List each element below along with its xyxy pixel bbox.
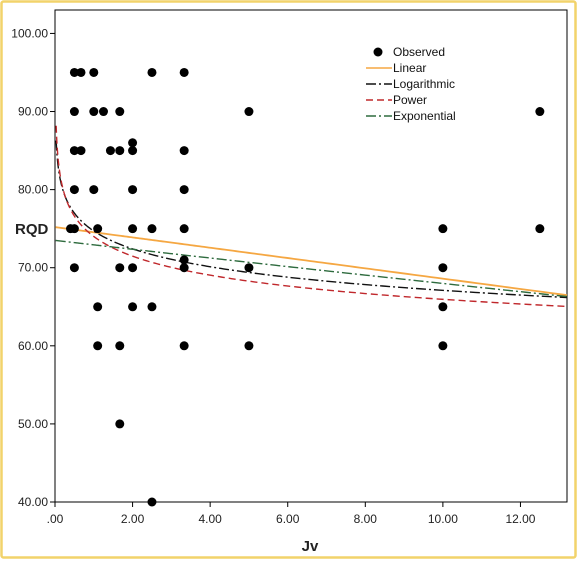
observed-point [179, 146, 189, 156]
x-axis-title: Jv [302, 538, 319, 555]
observed-point [244, 263, 254, 273]
observed-point [128, 138, 138, 148]
observed-point [69, 224, 79, 234]
observed-point [93, 224, 103, 234]
observed-point [438, 302, 448, 312]
legend-label: Logarithmic [393, 77, 455, 91]
legend-label: Observed [393, 45, 445, 59]
observed-point [69, 146, 79, 156]
observed-point [69, 263, 79, 273]
observed-point [89, 67, 99, 77]
observed-point [115, 146, 125, 156]
observed-point [128, 224, 138, 234]
legend: Observed Linear Logarithmic Power Exponentia… [366, 45, 456, 123]
legend-observed-marker [373, 47, 383, 57]
logarithmic-fit-line [55, 140, 568, 299]
observed-point [98, 107, 108, 117]
observed-point [438, 263, 448, 273]
legend-label: Exponential [393, 109, 456, 123]
observed-point [128, 146, 138, 156]
observed-point [69, 67, 79, 77]
legend-label: Power [393, 93, 427, 107]
observed-point [179, 341, 189, 351]
observed-point [438, 341, 448, 351]
power-fit-line [55, 125, 568, 308]
observed-point [115, 263, 125, 273]
observed-point [128, 263, 138, 273]
observed-point [93, 341, 103, 351]
x-tick-label: 6.00 [276, 512, 300, 526]
observed-point [179, 67, 189, 77]
y-axis-title: RQD [15, 221, 49, 238]
observed-point [244, 341, 254, 351]
observed-point [535, 107, 545, 117]
y-tick-label: 40.00 [18, 495, 48, 509]
x-tick-label: 8.00 [354, 512, 378, 526]
observed-point [128, 302, 138, 312]
observed-point [438, 224, 448, 234]
x-tick-label: .00 [47, 512, 64, 526]
observed-point [147, 497, 157, 507]
observed-point [89, 107, 99, 117]
observed-point [535, 224, 545, 234]
observed-point [89, 185, 99, 195]
observed-point [93, 302, 103, 312]
y-tick-label: 50.00 [18, 417, 48, 431]
observed-point [69, 185, 79, 195]
observed-point [147, 67, 157, 77]
plot-area [54, 9, 568, 503]
y-tick-label: 60.00 [18, 339, 48, 353]
observed-point [179, 255, 189, 265]
observed-point [105, 146, 115, 156]
y-tick-label: 80.00 [18, 183, 48, 197]
observed-point [179, 224, 189, 234]
observed-point [115, 107, 125, 117]
observed-point [147, 224, 157, 234]
y-tick-label: 100.00 [11, 26, 48, 40]
x-tick-label: 4.00 [198, 512, 222, 526]
x-tick-label: 2.00 [121, 512, 145, 526]
y-tick-label: 70.00 [18, 261, 48, 275]
observed-point [128, 185, 138, 195]
observed-point [179, 185, 189, 195]
legend-label: Linear [393, 61, 426, 75]
x-tick-label: 10.00 [428, 512, 458, 526]
y-tick-label: 90.00 [18, 105, 48, 119]
observed-point [244, 107, 254, 117]
observed-point [76, 146, 86, 156]
observed-point [115, 419, 125, 429]
observed-point [147, 302, 157, 312]
observed-point [76, 67, 86, 77]
exponential-fit-line [55, 239, 568, 298]
x-tick-label: 12.00 [505, 512, 535, 526]
observed-point [69, 107, 79, 117]
observed-point [115, 341, 125, 351]
observed-point [179, 263, 189, 273]
